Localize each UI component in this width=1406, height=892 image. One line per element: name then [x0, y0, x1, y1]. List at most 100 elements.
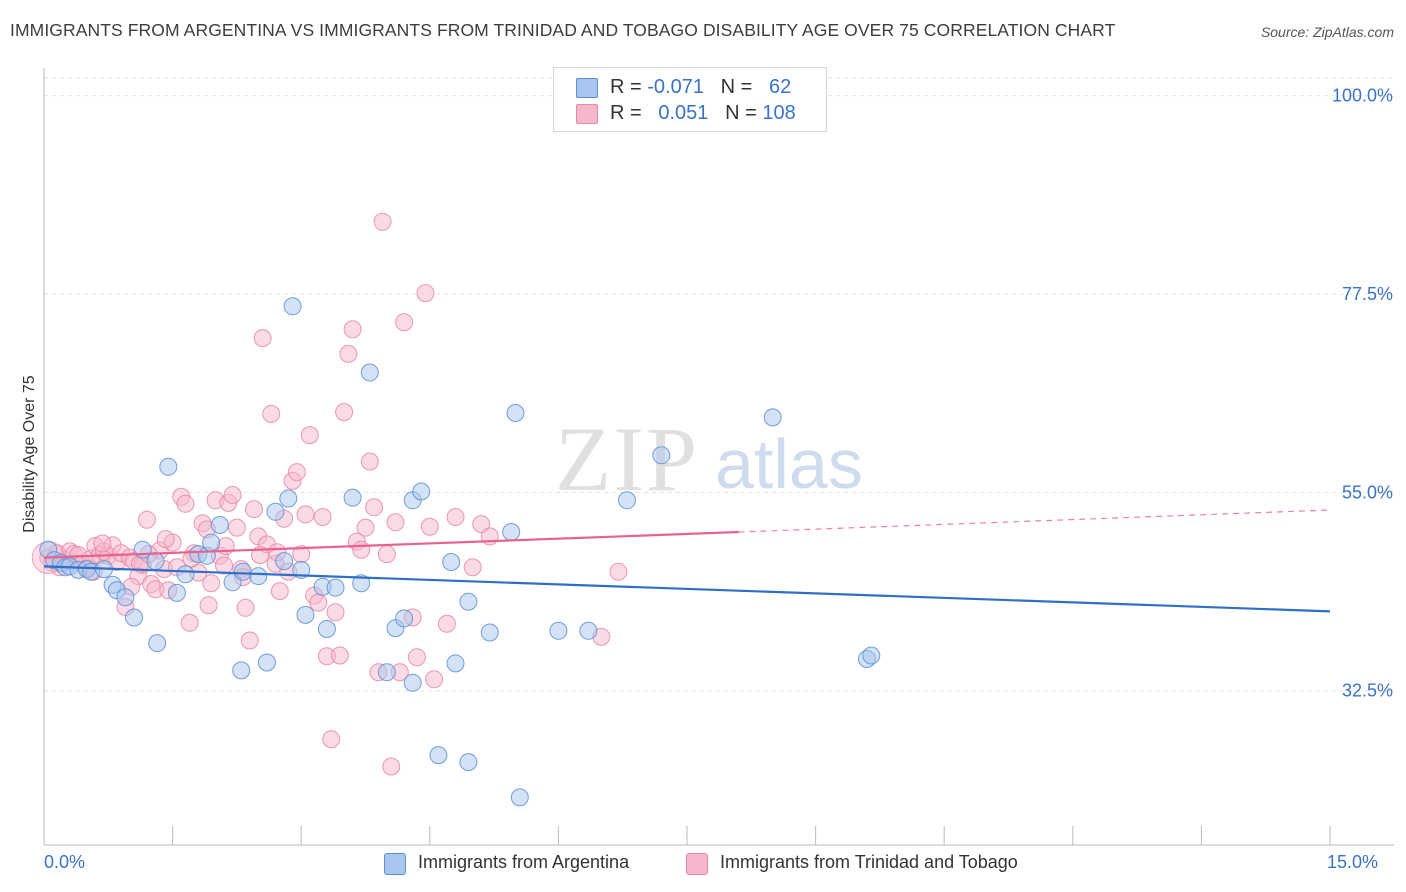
trend-lines	[43, 509, 1331, 613]
point-trinidad	[156, 530, 175, 549]
n-label: N =	[725, 102, 757, 124]
point-trinidad	[287, 463, 306, 482]
point-trinidad	[296, 505, 315, 524]
point-trinidad	[360, 452, 379, 471]
r-label: R =	[610, 102, 642, 124]
point-trinidad	[416, 284, 435, 303]
point-argentina	[506, 404, 525, 422]
point-trinidad	[472, 515, 491, 534]
point-argentina	[202, 533, 221, 552]
point-trinidad	[215, 556, 233, 575]
point-trinidad	[356, 518, 375, 537]
point-trinidad	[437, 614, 456, 633]
chart-title: IMMIGRANTS FROM ARGENTINA VS IMMIGRANTS …	[10, 20, 1116, 40]
point-argentina	[549, 621, 568, 640]
point-trinidad	[137, 510, 156, 529]
point-trinidad	[199, 596, 218, 615]
legend-stats-argentina: R = -0.071 N = 62	[610, 76, 791, 99]
point-argentina	[502, 523, 521, 541]
legend-swatch-trinidad	[576, 104, 598, 124]
point-trinidad	[223, 486, 242, 504]
point-argentina	[403, 673, 422, 692]
point-trinidad	[343, 320, 362, 339]
point-argentina	[446, 654, 465, 673]
point-trinidad	[236, 598, 255, 617]
point-trinidad	[377, 545, 396, 564]
n-label: N =	[720, 76, 753, 98]
y-tick-label: 77.5%	[1342, 284, 1393, 304]
point-argentina	[360, 363, 379, 382]
point-argentina	[395, 609, 414, 628]
point-trinidad	[240, 631, 259, 650]
point-argentina	[442, 553, 461, 571]
r-value: -0.071	[647, 76, 704, 98]
point-argentina	[233, 562, 252, 581]
point-trinidad	[382, 757, 401, 776]
point-trinidad	[202, 574, 221, 593]
point-argentina	[326, 578, 345, 597]
point-argentina	[579, 621, 598, 640]
grid-lines	[44, 77, 1394, 692]
point-argentina	[352, 574, 371, 593]
point-trinidad	[373, 212, 392, 231]
point-argentina	[429, 746, 448, 765]
point-trinidad	[407, 648, 426, 667]
trend-line-trinidad-extrapolated	[738, 509, 1331, 533]
r-label: R =	[610, 76, 642, 98]
point-argentina	[480, 623, 499, 642]
point-trinidad	[425, 670, 444, 689]
n-value: 62	[769, 76, 792, 98]
point-argentina	[249, 567, 268, 586]
point-trinidad	[326, 603, 345, 622]
point-trinidad	[609, 562, 628, 581]
point-trinidad	[262, 404, 281, 423]
point-argentina	[652, 446, 671, 465]
point-argentina	[176, 565, 195, 584]
point-trinidad	[339, 344, 358, 363]
watermark: ZIP atlas	[555, 408, 863, 510]
x-tick-max: 15.0%	[1327, 852, 1379, 872]
point-argentina	[459, 753, 478, 772]
r-value: 0.051	[658, 102, 709, 124]
point-argentina	[167, 583, 186, 602]
point-trinidad	[300, 426, 319, 445]
point-argentina	[232, 661, 251, 680]
point-argentina	[459, 592, 478, 611]
point-trinidad	[180, 613, 199, 632]
point-argentina	[377, 663, 396, 682]
n-value: 108	[762, 102, 796, 124]
y-tick-label: 55.0%	[1342, 482, 1393, 502]
point-argentina	[146, 552, 165, 571]
point-trinidad	[176, 494, 195, 513]
point-argentina	[275, 552, 294, 571]
point-argentina	[862, 646, 881, 665]
point-trinidad	[395, 313, 414, 332]
legend-label-trinidad: Immigrants from Trinidad and Tobago	[720, 852, 1018, 872]
y-tick-label: 32.5%	[1342, 681, 1393, 701]
legend-stats-trinidad: R = 0.051 N = 108	[610, 102, 796, 125]
point-trinidad	[322, 730, 341, 749]
point-trinidad	[227, 518, 246, 537]
point-trinidad	[446, 508, 465, 526]
point-argentina	[317, 620, 336, 638]
point-argentina	[257, 653, 276, 672]
series-legend: Immigrants from Argentina Immigrants fro…	[0, 852, 1406, 878]
series-trinidad-points	[31, 212, 628, 776]
point-trinidad	[309, 593, 328, 612]
point-trinidad	[352, 540, 371, 559]
point-argentina	[618, 491, 636, 510]
point-argentina	[412, 482, 431, 501]
y-tick-labels: 32.5% 55.0% 77.5% 100.0%	[1332, 86, 1393, 701]
y-tick-label: 100.0%	[1332, 86, 1393, 106]
point-trinidad	[253, 329, 272, 348]
point-argentina	[210, 516, 229, 534]
series-argentina-points	[39, 297, 881, 807]
correlation-legend: R = -0.071 N = 62 R = 0.051 N = 108	[553, 67, 827, 132]
point-argentina	[266, 502, 285, 521]
legend-swatch-argentina	[576, 78, 598, 98]
chart-source: Source: ZipAtlas.com	[1260, 24, 1394, 40]
watermark-atlas: atlas	[715, 425, 863, 503]
trend-line-argentina	[43, 565, 1331, 613]
point-argentina	[510, 788, 529, 807]
